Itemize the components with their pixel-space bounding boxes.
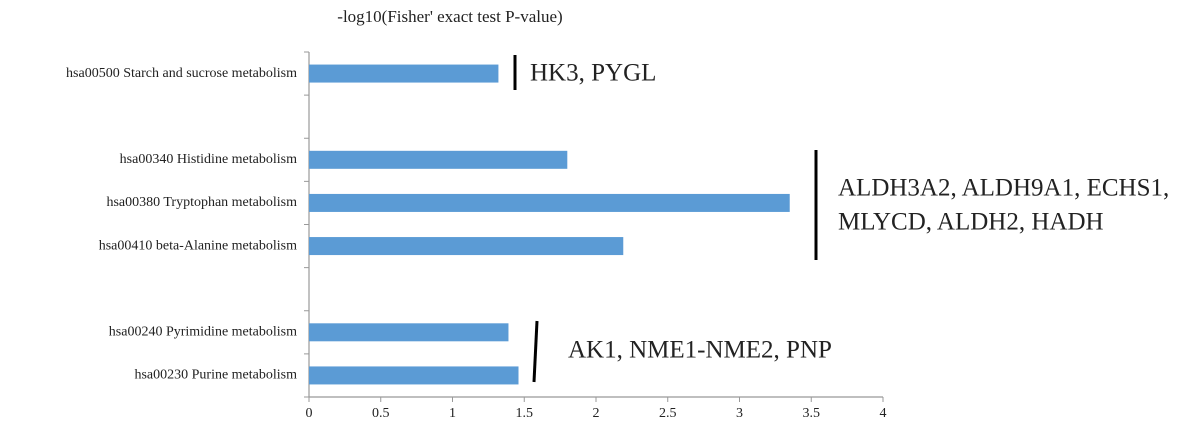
bar xyxy=(309,366,519,385)
bar xyxy=(309,193,790,212)
y-tick-label: hsa00410 beta-Alanine metabolism xyxy=(99,238,297,253)
y-tick-label: hsa00340 Histidine metabolism xyxy=(120,152,297,167)
annotation: MLYCD, ALDH2, HADH xyxy=(838,209,1104,236)
x-tick-label: 0.5 xyxy=(372,406,390,421)
annotation: ALDH3A2, ALDH9A1, ECHS1, xyxy=(838,175,1169,202)
x-tick-label: 0 xyxy=(306,406,313,421)
x-tick-label: 4 xyxy=(880,406,887,421)
chart-title: -log10(Fisher' exact test P-value) xyxy=(337,7,562,26)
annotation: HK3, PYGL xyxy=(530,60,656,87)
x-tick-label: 1 xyxy=(449,406,456,421)
bar xyxy=(309,237,624,256)
group-bracket xyxy=(532,320,539,383)
x-tick-label: 1.5 xyxy=(516,406,534,421)
bar xyxy=(309,323,509,342)
annotation: AK1, NME1-NME2, PNP xyxy=(568,337,832,364)
x-tick-label: 2 xyxy=(593,406,600,421)
y-tick-label: hsa00230 Purine metabolism xyxy=(134,368,297,383)
x-tick-label: 2.5 xyxy=(659,406,677,421)
x-tick-label: 3 xyxy=(736,406,743,421)
x-tick-label: 3.5 xyxy=(803,406,821,421)
y-tick-label: hsa00240 Pyrimidine metabolism xyxy=(109,325,297,340)
bar xyxy=(309,150,568,169)
y-tick-label: hsa00380 Tryptophan metabolism xyxy=(106,195,297,210)
y-tick-label: hsa00500 Starch and sucrose metabolism xyxy=(66,66,297,81)
bar xyxy=(309,64,499,83)
